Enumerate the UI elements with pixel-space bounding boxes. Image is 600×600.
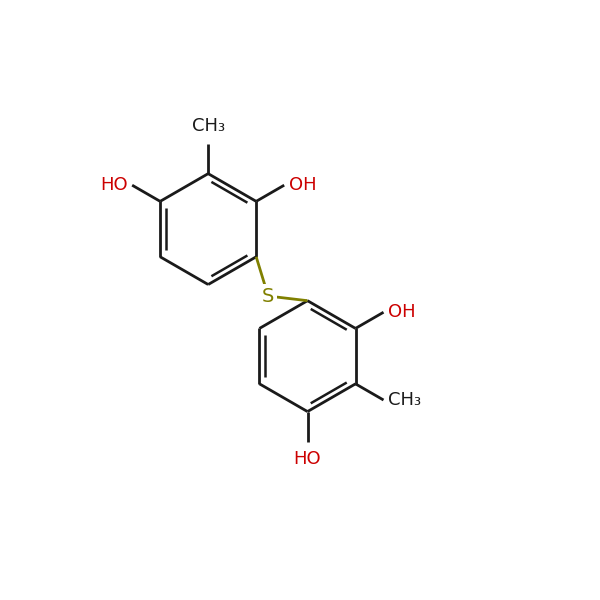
Text: HO: HO xyxy=(293,450,322,468)
Text: CH₃: CH₃ xyxy=(388,391,421,409)
Text: S: S xyxy=(262,287,274,305)
Text: OH: OH xyxy=(388,303,416,321)
Text: HO: HO xyxy=(100,176,128,194)
Text: OH: OH xyxy=(289,176,316,194)
Text: CH₃: CH₃ xyxy=(191,117,225,135)
